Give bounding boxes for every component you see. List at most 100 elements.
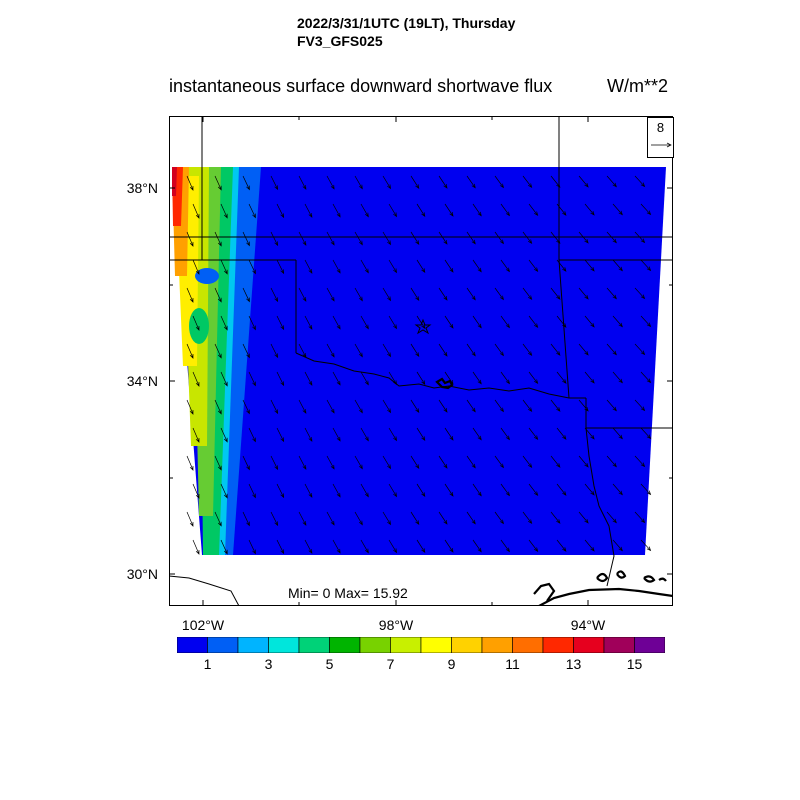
wind-arrow <box>354 511 363 526</box>
wind-arrow <box>270 343 279 359</box>
wind-arrow <box>634 287 646 300</box>
map-frame <box>169 116 673 606</box>
lat-tick-38: 38°N <box>126 180 158 196</box>
wind-arrow <box>192 315 200 331</box>
wind-arrow <box>276 315 285 331</box>
wind-arrow <box>550 399 561 412</box>
wind-arrow <box>606 343 617 356</box>
wind-arrow <box>186 287 194 303</box>
wind-arrow <box>578 287 589 300</box>
wind-arrow <box>612 315 623 328</box>
wind-arrow <box>640 371 652 384</box>
wind-arrow <box>556 427 567 440</box>
wind-arrow <box>584 371 595 384</box>
wind-arrow <box>186 231 194 247</box>
wind-arrow <box>606 399 617 412</box>
wind-arrow <box>220 315 228 331</box>
wind-arrow <box>214 175 222 191</box>
wind-arrow <box>606 455 617 468</box>
wind-arrow <box>382 511 392 526</box>
wind-arrow <box>444 259 454 273</box>
colorbar-label: 9 <box>447 656 456 672</box>
wind-arrow <box>186 343 194 359</box>
wind-arrow <box>354 343 363 358</box>
colorbar-label: 5 <box>325 656 334 672</box>
wind-arrow <box>584 539 595 552</box>
wind-arrow <box>472 371 482 385</box>
wind-arrow <box>494 455 504 469</box>
wind-arrow <box>270 175 279 191</box>
colorbar-swatch <box>207 637 239 653</box>
wind-arrow <box>584 259 595 272</box>
map-panel <box>169 116 673 606</box>
wind-arrow <box>214 287 222 303</box>
wind-arrow <box>410 175 420 189</box>
wind-arrow <box>584 483 595 496</box>
wind-arrow <box>360 203 369 218</box>
wind-arrow <box>444 315 454 329</box>
wind-arrow <box>444 427 454 441</box>
wind-arrow <box>248 259 256 275</box>
wind-arrow <box>326 455 335 470</box>
colorbar-swatch <box>268 637 300 653</box>
wind-arrow <box>522 287 533 301</box>
wind-arrow <box>214 455 222 471</box>
wind-arrow <box>326 175 335 190</box>
colorbar-swatch <box>177 637 208 653</box>
lat-tick-34: 34°N <box>126 373 158 389</box>
wind-arrow <box>276 259 285 275</box>
vector-reference-box: 8 <box>647 117 674 158</box>
wind-arrow <box>382 399 392 414</box>
wind-arrow <box>416 483 426 497</box>
wind-arrow <box>360 371 369 386</box>
wind-arrow <box>360 315 369 330</box>
wind-arrow <box>410 399 420 413</box>
wind-arrow <box>214 399 222 415</box>
wind-arrow <box>242 175 250 191</box>
map-units: W/m**2 <box>607 76 669 96</box>
wind-arrow <box>612 203 623 216</box>
wind-arrow <box>634 175 646 188</box>
colorbar-label: 11 <box>505 656 520 672</box>
wind-arrow <box>500 259 510 273</box>
wind-arrow <box>522 231 533 245</box>
wind-arrow <box>416 259 426 273</box>
wind-arrow <box>438 175 448 189</box>
colorbar-swatch <box>634 637 665 653</box>
wind-arrow <box>500 427 510 441</box>
wind-arrow <box>270 399 279 415</box>
wind-arrow <box>578 175 589 188</box>
lon-tick-98: 98°W <box>378 617 414 633</box>
galveston-bay <box>533 582 556 602</box>
wind-arrow <box>410 231 420 245</box>
wind-arrow <box>500 315 510 329</box>
wind-arrow <box>242 455 250 471</box>
wind-arrow <box>522 175 533 189</box>
wind-arrow <box>360 427 369 442</box>
wind-arrow <box>416 371 426 385</box>
colorbar-swatch <box>237 637 269 653</box>
wind-arrow <box>388 259 398 274</box>
wind-arrow <box>332 203 341 218</box>
wind-arrow <box>444 203 454 217</box>
wind-arrow <box>494 231 504 245</box>
wind-arrow <box>332 259 341 274</box>
wind-arrow <box>416 427 426 441</box>
wind-arrow <box>298 287 307 302</box>
wind-arrow <box>410 287 420 301</box>
wind-arrow <box>494 343 504 357</box>
wind-arrow <box>556 371 567 384</box>
wind-arrow <box>192 483 200 499</box>
wind-arrow <box>242 511 250 527</box>
wind-arrow <box>528 315 539 329</box>
wind-arrow <box>438 287 448 301</box>
wind-arrow <box>494 511 504 525</box>
wind-arrow <box>326 231 335 246</box>
wind-arrow <box>270 511 279 527</box>
wind-arrow <box>354 455 363 470</box>
wind-arrow <box>304 539 313 554</box>
wind-arrow <box>528 371 539 385</box>
wind-arrow <box>550 455 561 468</box>
wind-arrow <box>270 231 279 247</box>
wind-arrow <box>304 203 313 218</box>
